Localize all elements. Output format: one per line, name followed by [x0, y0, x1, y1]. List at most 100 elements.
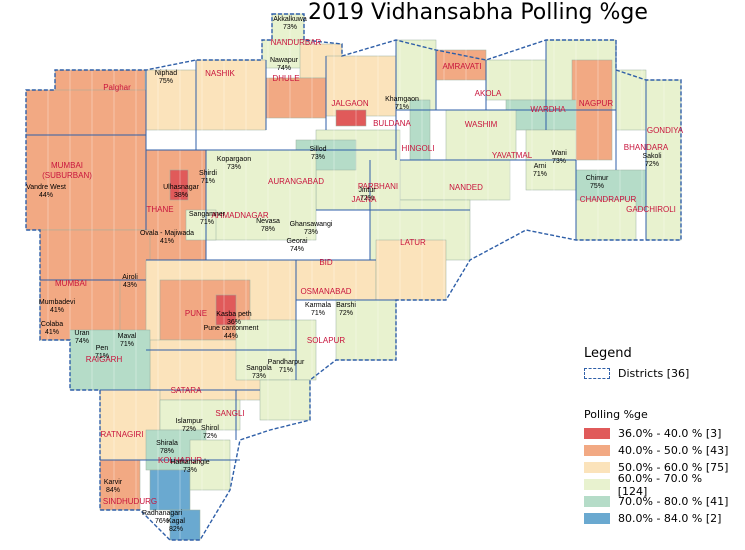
map-region-6 — [25, 134, 147, 231]
map-region-18 — [645, 79, 682, 241]
district-label: PARBHANI — [358, 182, 398, 191]
district-label: AKOLA — [475, 89, 502, 98]
map-region-1 — [271, 13, 305, 43]
district-label: WARDHA — [530, 105, 566, 114]
constituency-value: 74% — [277, 65, 291, 72]
district-label: SOLAPUR — [307, 336, 345, 345]
constituency-name: Kopargaon — [217, 156, 251, 163]
district-label: AHMADNAGAR — [211, 211, 269, 220]
constituency-value: 82% — [169, 526, 183, 533]
map-region-28 — [205, 149, 317, 241]
legend-class-5: 70.0% - 80.0 % [41] — [584, 493, 734, 510]
district-label: AURANGABAD — [268, 177, 324, 186]
constituency-value: 44% — [224, 333, 238, 340]
districts-swatch — [584, 368, 610, 379]
district-label: OSMANABAD — [300, 287, 351, 296]
constituency-name: Maval — [118, 333, 137, 340]
constituency-name: Ghansawangi — [290, 221, 333, 228]
legend-classes: 36.0% - 40.0 % [3] 40.0% - 50.0 % [43] 5… — [584, 425, 734, 527]
legend-swatch-3 — [584, 462, 610, 473]
district-label: CHANDRAPUR — [580, 195, 637, 204]
legend-class-label-6: 80.0% - 84.0 % [2] — [618, 512, 722, 525]
district-label: RAIGARH — [86, 355, 123, 364]
district-label: GONDIYA — [647, 126, 684, 135]
district-label: JALNA — [352, 195, 378, 204]
constituency-name: Nevasa — [256, 218, 280, 225]
constituency-name: Shirdi — [199, 170, 217, 177]
constituency-value: 72% — [339, 310, 353, 317]
district-label: THANE — [146, 205, 173, 214]
constituency-name: Akkalkuwa — [273, 16, 307, 23]
district-label: SANGLI — [215, 409, 244, 418]
constituency-name: Sangola — [246, 365, 272, 372]
constituency-value: 78% — [160, 448, 174, 455]
constituency-name: Arni — [534, 163, 547, 170]
constituency-value: 84% — [106, 487, 120, 494]
legend-class-1: 36.0% - 40.0 % [3] — [584, 425, 734, 442]
district-label: JALGAON — [331, 99, 369, 108]
district-label: LATUR — [400, 238, 426, 247]
constituency-name: Kasba peth — [216, 311, 252, 318]
constituency-name: Karvir — [104, 479, 123, 486]
constituency-value: 74% — [290, 246, 304, 253]
district-label: MUMBAI — [51, 161, 83, 170]
constituency-value: 71% — [200, 219, 214, 226]
constituency-name: Vandre West — [26, 184, 66, 191]
constituency-name: Airoli — [122, 274, 138, 281]
constituency-value: 72% — [645, 161, 659, 168]
state-outline — [25, 13, 682, 541]
legend-polling-heading: Polling %ge — [584, 408, 648, 421]
constituency-value: 72% — [203, 433, 217, 440]
constituency-value: 71% — [201, 178, 215, 185]
constituency-value: 38% — [174, 192, 188, 199]
district-label: BID — [319, 258, 333, 267]
map-region-9 — [265, 77, 327, 119]
constituency-value: 41% — [160, 238, 174, 245]
district-label: RATNAGIRI — [101, 430, 144, 439]
map-region-14 — [485, 59, 547, 101]
constituency-value: 73% — [552, 158, 566, 165]
constituency-name: Karmala — [305, 302, 331, 309]
constituency-name: Mumbadevi — [39, 299, 76, 306]
legend-class-label-5: 70.0% - 80.0 % [41] — [618, 495, 729, 508]
district-label: GADCHIROLI — [626, 205, 676, 214]
constituency-value: 71% — [95, 353, 109, 360]
constituency-value: 76% — [155, 518, 169, 525]
constituency-value: 72% — [360, 195, 374, 202]
constituency-name: Shirol — [201, 425, 219, 432]
legend: Legend Districts [36] Polling %ge 36.0% … — [584, 346, 734, 527]
constituency-value: 75% — [159, 78, 173, 85]
legend-class-3: 50.0% - 60.0 % [75] — [584, 459, 734, 476]
constituency-name: Chimur — [586, 175, 609, 182]
map-region-19 — [505, 99, 577, 131]
constituency-value: 71% — [395, 104, 409, 111]
map-region-38 — [335, 299, 397, 361]
constituency-value: 74% — [75, 338, 89, 345]
constituency-name: Ulhasnagar — [163, 184, 199, 191]
legend-class-label-3: 50.0% - 60.0 % [75] — [618, 461, 729, 474]
legend-class-6: 80.0% - 84.0 % [2] — [584, 510, 734, 527]
constituency-name: Barshi — [336, 302, 356, 309]
constituency-name: Colaba — [41, 321, 63, 328]
constituency-value: 73% — [252, 373, 266, 380]
legend-heading: Legend — [584, 346, 632, 361]
district-label: DHULE — [272, 74, 299, 83]
constituency-name: Sillod — [309, 146, 326, 153]
constituency-value: 73% — [183, 467, 197, 474]
constituency-value: 73% — [311, 154, 325, 161]
constituency-value: 36% — [227, 319, 241, 326]
constituency-name: Wani — [551, 150, 567, 157]
constituency-name: Pen — [96, 345, 109, 352]
constituency-name: Radhanagari — [142, 510, 183, 517]
constituency-name: Kagal — [167, 518, 185, 525]
map-region-30 — [169, 169, 189, 201]
map-region-46 — [149, 469, 191, 511]
constituency-name: Ovala - Majiwada — [140, 230, 194, 237]
district-label: KOLHAPUR — [158, 456, 202, 465]
legend-swatch-4 — [584, 479, 610, 490]
legend-class-label-1: 36.0% - 40.0 % [3] — [618, 427, 722, 440]
constituency-name: Georai — [286, 238, 307, 245]
constituency-name: Shirala — [156, 440, 178, 447]
constituency-name: Pandharpur — [268, 359, 305, 366]
